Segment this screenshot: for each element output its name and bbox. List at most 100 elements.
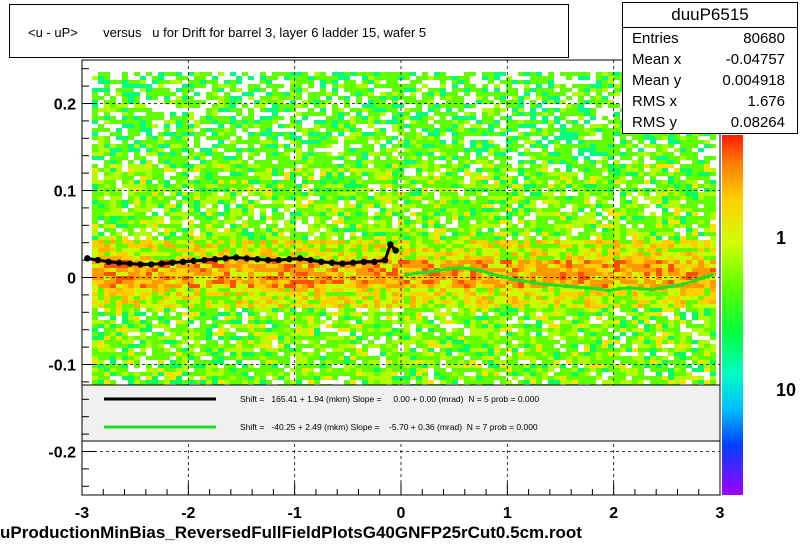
heatmap-cell: [128, 160, 134, 164]
heatmap-cell: [332, 348, 338, 352]
heatmap-cell: [194, 176, 200, 180]
heatmap-cell: [320, 76, 326, 80]
heatmap-cell: [368, 120, 374, 124]
heatmap-cell: [434, 276, 440, 280]
heatmap-cell: [410, 244, 416, 248]
heatmap-cell: [338, 216, 344, 220]
heatmap-cell: [194, 76, 200, 80]
heatmap-cell: [176, 96, 182, 100]
heatmap-cell: [464, 156, 470, 160]
heatmap-cell: [284, 280, 290, 284]
heatmap-cell: [260, 188, 266, 192]
heatmap-cell: [272, 244, 278, 248]
heatmap-cell: [308, 340, 314, 344]
heatmap-cell: [506, 148, 512, 152]
heatmap-cell: [416, 220, 422, 224]
heatmap-cell: [428, 284, 434, 288]
heatmap-cell: [416, 368, 422, 372]
heatmap-cell: [104, 116, 110, 120]
heatmap-cell: [134, 280, 140, 284]
heatmap-cell: [188, 252, 194, 256]
heatmap-cell: [464, 104, 470, 108]
heatmap-cell: [494, 108, 500, 112]
heatmap-cell: [320, 72, 326, 76]
heatmap-cell: [326, 184, 332, 188]
heatmap-cell: [512, 148, 518, 152]
heatmap-cell: [356, 244, 362, 248]
heatmap-cell: [242, 236, 248, 240]
heatmap-cell: [344, 340, 350, 344]
heatmap-cell: [194, 264, 200, 268]
heatmap-cell: [104, 348, 110, 352]
heatmap-cell: [362, 92, 368, 96]
heatmap-cell: [512, 248, 518, 252]
heatmap-cell: [296, 352, 302, 356]
heatmap-cell: [278, 324, 284, 328]
heatmap-cell: [194, 328, 200, 332]
heatmap-cell: [152, 116, 158, 120]
heatmap-cell: [284, 304, 290, 308]
heatmap-cell: [218, 212, 224, 216]
heatmap-cell: [374, 268, 380, 272]
heatmap-cell: [176, 220, 182, 224]
heatmap-cell: [296, 148, 302, 152]
heatmap-cell: [284, 196, 290, 200]
heatmap-cell: [218, 156, 224, 160]
heatmap-cell: [482, 368, 488, 372]
heatmap-cell: [272, 168, 278, 172]
heatmap-cell: [122, 252, 128, 256]
heatmap-cell: [206, 240, 212, 244]
heatmap-cell: [536, 324, 542, 328]
heatmap-cell: [200, 184, 206, 188]
heatmap-cell: [518, 168, 524, 172]
heatmap-cell: [488, 76, 494, 80]
heatmap-cell: [386, 228, 392, 232]
heatmap-cell: [170, 292, 176, 296]
heatmap-cell: [494, 288, 500, 292]
heatmap-cell: [476, 144, 482, 148]
heatmap-cell: [362, 280, 368, 284]
heatmap-cell: [188, 308, 194, 312]
heatmap-cell: [296, 204, 302, 208]
heatmap-cell: [314, 144, 320, 148]
heatmap-cell: [338, 240, 344, 244]
heatmap-cell: [188, 332, 194, 336]
heatmap-cell: [308, 156, 314, 160]
heatmap-cell: [368, 308, 374, 312]
heatmap-cell: [302, 372, 308, 376]
heatmap-cell: [332, 340, 338, 344]
heatmap-cell: [452, 116, 458, 120]
heatmap-cell: [476, 168, 482, 172]
heatmap-cell: [230, 284, 236, 288]
heatmap-cell: [314, 308, 320, 312]
heatmap-cell: [152, 304, 158, 308]
heatmap-cell: [500, 248, 506, 252]
heatmap-cell: [266, 76, 272, 80]
heatmap-cell: [518, 380, 524, 384]
heatmap-cell: [434, 140, 440, 144]
heatmap-cell: [236, 368, 242, 372]
heatmap-cell: [116, 204, 122, 208]
heatmap-cell: [518, 184, 524, 188]
heatmap-cell: [140, 124, 146, 128]
heatmap-cell: [140, 256, 146, 260]
heatmap-cell: [536, 176, 542, 180]
heatmap-cell: [218, 160, 224, 164]
heatmap-cell: [524, 132, 530, 136]
heatmap-cell: [470, 356, 476, 360]
heatmap-cell: [200, 372, 206, 376]
heatmap-cell: [218, 272, 224, 276]
heatmap-cell: [374, 100, 380, 104]
heatmap-cell: [512, 104, 518, 108]
heatmap-cell: [332, 312, 338, 316]
heatmap-cell: [422, 340, 428, 344]
heatmap-cell: [356, 108, 362, 112]
heatmap-cell: [422, 152, 428, 156]
heatmap-cell: [422, 320, 428, 324]
heatmap-cell: [152, 228, 158, 232]
heatmap-cell: [164, 188, 170, 192]
heatmap-cell: [272, 72, 278, 76]
heatmap-cell: [458, 364, 464, 368]
heatmap-cell: [314, 372, 320, 376]
heatmap-cell: [386, 328, 392, 332]
